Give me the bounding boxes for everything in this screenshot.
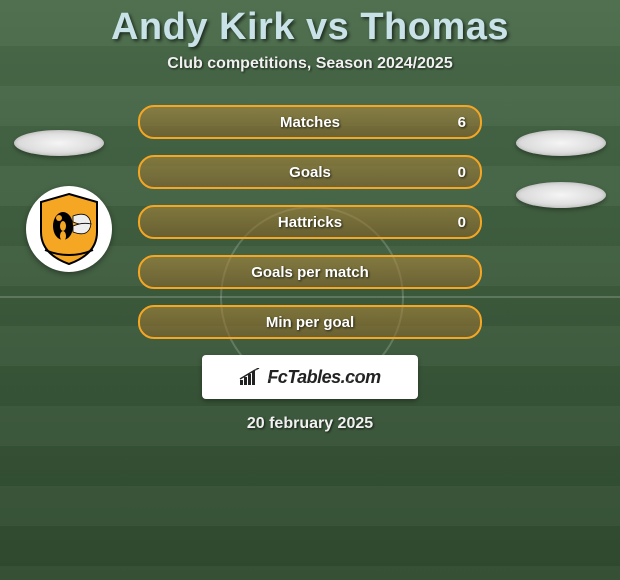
page-subtitle: Club competitions, Season 2024/2025	[0, 55, 620, 73]
stat-row-hattricks: Hattricks 0	[138, 205, 482, 239]
page-title: Andy Kirk vs Thomas	[0, 6, 620, 49]
stat-value: 0	[458, 164, 466, 181]
club-badge	[26, 186, 112, 272]
stat-label: Goals	[289, 164, 331, 181]
stat-label: Matches	[280, 114, 340, 131]
stat-label: Goals per match	[251, 264, 369, 281]
stat-row-min-per-goal: Min per goal	[138, 305, 482, 339]
shield-icon	[37, 192, 101, 266]
stat-label: Hattricks	[278, 214, 342, 231]
stat-label: Min per goal	[266, 314, 354, 331]
stat-row-goals: Goals 0	[138, 155, 482, 189]
stat-value: 6	[458, 114, 466, 131]
stat-row-matches: Matches 6	[138, 105, 482, 139]
player-slot-right-1	[516, 130, 606, 156]
player-slot-right-2	[516, 182, 606, 208]
stat-value: 0	[458, 214, 466, 231]
date-line: 20 february 2025	[0, 415, 620, 433]
player-slot-left-1	[14, 130, 104, 156]
stat-row-goals-per-match: Goals per match	[138, 255, 482, 289]
